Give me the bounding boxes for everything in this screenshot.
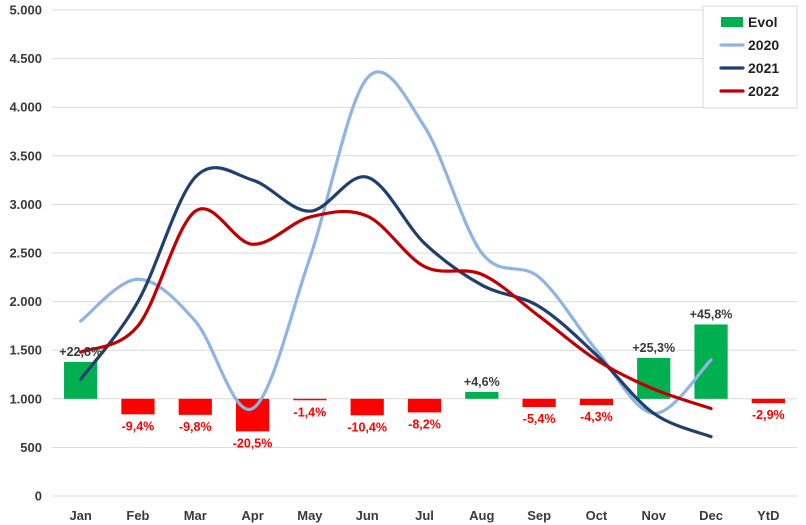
legend-label: 2020 [748,37,779,53]
axes: 0 500 1.000 1.500 2.000 2.500 3.000 3.500 4.000 4… [9,3,779,524]
legend-label: 2021 [748,60,779,76]
x-tick-label: Aug [469,508,494,523]
bar-data-label: -9,8% [179,420,212,434]
x-tick-label: Nov [641,508,666,523]
y-tick-label: 1.500 [9,343,42,358]
bar-data-label: +25,3% [632,341,675,355]
bar [121,398,155,415]
bar [465,391,499,399]
bar-data-label: -4,3% [580,410,613,424]
bar [407,398,442,413]
y-tick-label: 4.500 [9,51,42,66]
bar [350,398,384,416]
y-tick-label: 3.000 [9,197,42,212]
bar [293,398,327,401]
x-tick-label: Feb [126,508,149,523]
x-tick-label: Oct [586,508,608,523]
bar-data-label: -1,4% [294,405,327,419]
bar-data-label: -9,4% [122,419,155,433]
bar [751,398,785,404]
x-tick-label: YtD [757,508,779,523]
bar-data-label: -5,4% [523,412,556,426]
bar-data-label: -8,2% [408,417,441,431]
series-line-2020 [79,70,713,415]
legend: Evol 2020 2021 2022 [702,5,798,109]
x-tick-label: Jul [415,508,434,523]
bar-data-label: +4,6% [464,375,500,389]
y-tick-label: 2.500 [9,246,42,261]
x-tick-label: Dec [699,508,723,523]
bar-data-label: -2,9% [752,408,785,422]
x-tick-label: Apr [241,508,263,523]
x-tick-label: Jun [356,508,379,523]
y-tick-label: 1.000 [9,391,42,406]
bar-data-label: +22,8% [59,345,102,359]
x-tick-label: Jan [69,508,91,523]
gridlines [52,9,797,497]
legend-label: Evol [748,14,778,30]
x-tick-label: Mar [184,508,207,523]
legend-label: 2022 [748,83,779,99]
bar-data-label: +45,8% [690,307,733,321]
bar-data-label: -10,4% [347,420,387,434]
y-tick-label: 0 [35,489,42,504]
x-tick-label: Sep [527,508,551,523]
legend-swatch-Evol [721,17,743,27]
lines [79,70,713,439]
y-tick-label: 5.000 [9,3,42,18]
legend-box [702,5,798,109]
bar [178,398,212,415]
y-tick-label: 3.500 [9,148,42,163]
bars [64,324,785,432]
y-tick-label: 4.000 [9,100,42,115]
x-tick-label: May [297,508,323,523]
bar-data-label: -20,5% [233,436,273,450]
bar [522,398,556,408]
data-labels: +22,8% -9,4% -9,8% -20,5% -1,4% -10,4% -8,2% +4… [59,307,784,450]
series-line-2021 [79,166,713,439]
series-line-2022 [79,207,713,411]
y-tick-label: 2.000 [9,294,42,309]
y-tick-label: 500 [20,440,42,455]
bar [579,398,614,406]
